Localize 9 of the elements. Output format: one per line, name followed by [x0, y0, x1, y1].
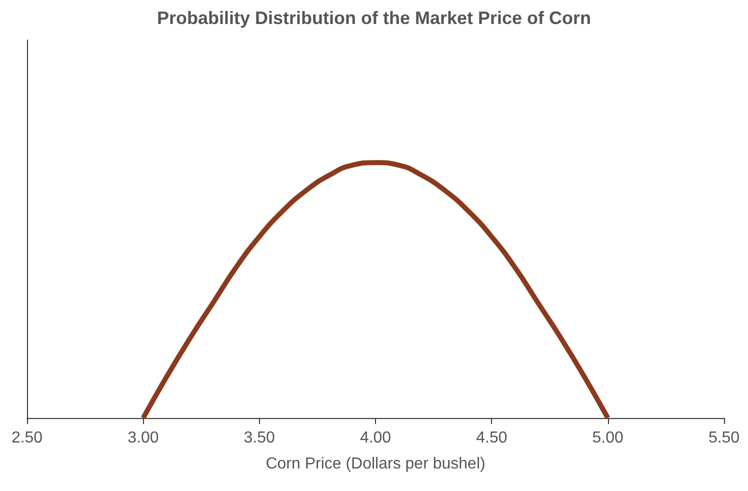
x-tick-label: 5.00 — [592, 430, 624, 446]
x-tick-label: 3.50 — [244, 430, 276, 446]
x-tick-label: 3.00 — [128, 430, 159, 446]
x-tick-label: 4.00 — [360, 430, 392, 446]
x-tick-label: 5.50 — [708, 430, 740, 446]
chart-title: Probability Distribution of the Market Price of Corn — [156, 8, 592, 28]
x-axis-title: Corn Price (Dollars per bushel) — [266, 456, 486, 472]
x-tick-label: 4.50 — [476, 430, 508, 446]
x-tick-label: 2.50 — [11, 430, 43, 446]
